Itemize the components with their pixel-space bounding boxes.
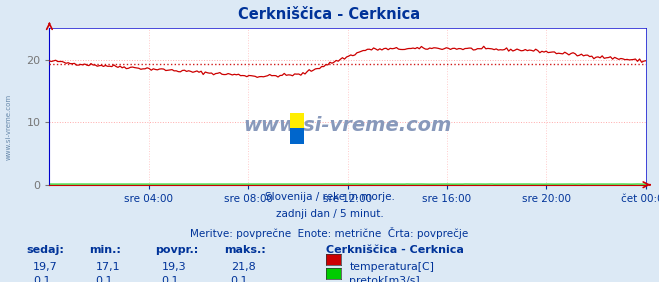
Text: 21,8: 21,8 [231,262,256,272]
Text: sedaj:: sedaj: [26,245,64,255]
Text: maks.:: maks.: [224,245,266,255]
Text: www.si-vreme.com: www.si-vreme.com [243,116,452,135]
Text: 0,1: 0,1 [161,276,179,282]
Text: 0,1: 0,1 [96,276,113,282]
Text: 17,1: 17,1 [96,262,120,272]
Text: Cerkniščica - Cerknica: Cerkniščica - Cerknica [326,245,464,255]
Text: www.si-vreme.com: www.si-vreme.com [5,94,11,160]
Text: povpr.:: povpr.: [155,245,198,255]
Text: min.:: min.: [89,245,121,255]
Text: Cerkniščica - Cerknica: Cerkniščica - Cerknica [239,7,420,22]
Text: 0,1: 0,1 [33,276,51,282]
Text: 19,7: 19,7 [33,262,58,272]
Text: Meritve: povprečne  Enote: metrične  Črta: povprečje: Meritve: povprečne Enote: metrične Črta:… [190,227,469,239]
Text: pretok[m3/s]: pretok[m3/s] [349,276,420,282]
Text: 0,1: 0,1 [231,276,248,282]
Text: Slovenija / reke in morje.: Slovenija / reke in morje. [264,192,395,202]
Text: zadnji dan / 5 minut.: zadnji dan / 5 minut. [275,209,384,219]
Text: 19,3: 19,3 [161,262,186,272]
Text: temperatura[C]: temperatura[C] [349,262,434,272]
